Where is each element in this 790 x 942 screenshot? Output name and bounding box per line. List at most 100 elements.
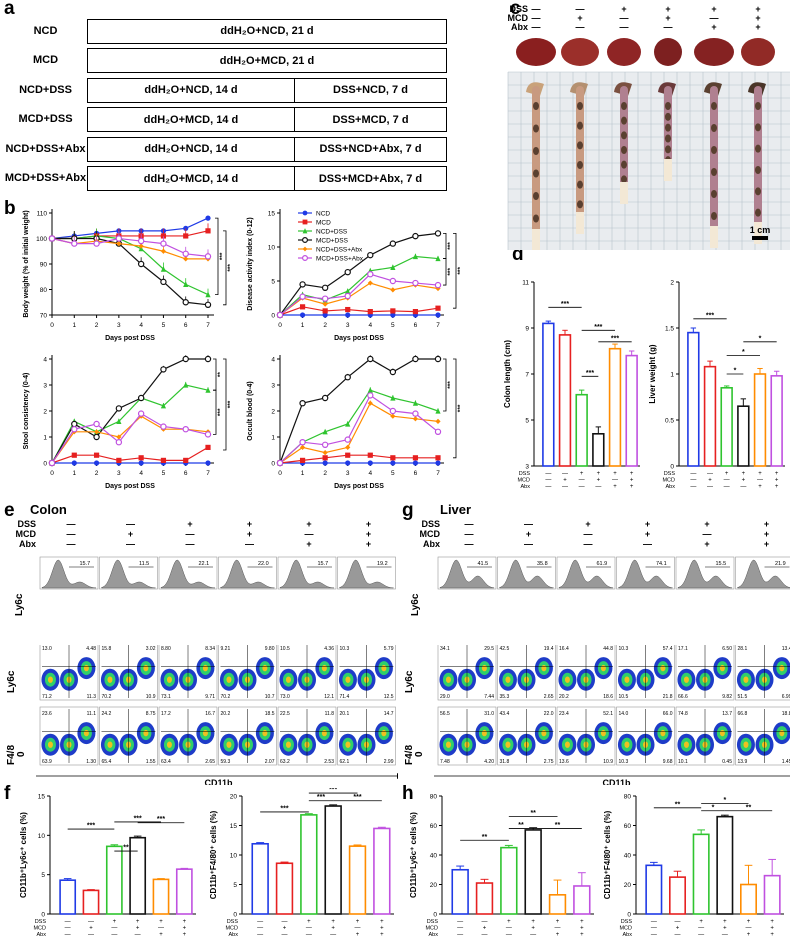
- x-tick-label: 3: [346, 470, 350, 477]
- treat-sign: +: [775, 471, 779, 477]
- stool-pellet: [533, 214, 539, 223]
- data-point: [301, 254, 308, 261]
- stool-pellet: [755, 208, 761, 217]
- data-point: [71, 240, 78, 247]
- treat-sign: +: [531, 919, 535, 925]
- flow-row-label: Ly6c: [410, 593, 421, 616]
- table-cell: ddH₂O+MCD, 21 d: [219, 54, 315, 67]
- y-tick-label: 4: [43, 357, 47, 364]
- sig-label: ***: [594, 324, 602, 331]
- bar-group: [373, 826, 391, 915]
- bar-group: [59, 878, 77, 915]
- treat-sign: —: [576, 4, 585, 14]
- histogram-curve: [618, 559, 673, 589]
- treat-sign: +: [676, 926, 680, 932]
- quadrant-value: 6.99: [782, 694, 790, 700]
- stool-pellet: [755, 144, 761, 153]
- y-tick-label: 80: [430, 794, 438, 801]
- treat-sign: —: [740, 484, 746, 490]
- density-blob: [107, 676, 113, 683]
- treat-sign: —: [111, 932, 117, 938]
- quadrant-value: 13.7: [722, 711, 732, 717]
- sig-label: ***: [217, 408, 224, 416]
- data-point: [345, 420, 351, 427]
- density-blob: [564, 741, 570, 748]
- treat-sign: +: [725, 471, 729, 477]
- quadrant-value: 7.48: [440, 759, 450, 765]
- treat-name: MCD: [517, 478, 530, 484]
- quadrant-value: 65.4: [102, 759, 112, 765]
- sig-label: ***: [219, 252, 226, 260]
- density-blob: [107, 741, 113, 748]
- treat-sign: —: [305, 529, 314, 539]
- density-blob: [47, 741, 53, 748]
- bar: [175, 868, 193, 915]
- treat-sign: +: [183, 926, 187, 932]
- data-point: [322, 301, 328, 307]
- histogram-value: 15.5: [715, 561, 726, 567]
- treat-sign: +: [775, 478, 779, 484]
- y-tick-label: 40: [430, 853, 438, 860]
- histogram: 11.5: [99, 556, 158, 590]
- treat-sign: —: [532, 4, 541, 14]
- x-tick-label: 1: [72, 322, 76, 329]
- x-tick-label: 1: [301, 322, 305, 329]
- bar-group: [105, 844, 123, 915]
- density-plot: 23.6 11.1 63.9 1.30: [39, 706, 99, 766]
- data-point: [204, 301, 212, 309]
- quadrant-value: 2.65: [205, 759, 215, 765]
- sig-label: ***: [227, 264, 234, 272]
- table-row: NCD+DSS ddH₂O+NCD, 14 d DSS+NCD, 7 d: [4, 75, 447, 105]
- series-line: [51, 446, 209, 464]
- sig-label: ***: [447, 381, 454, 389]
- liver: [561, 38, 599, 66]
- series-line: [51, 217, 209, 240]
- density-plot: 20.2 18.5 59.3 2.07: [218, 706, 277, 766]
- bar-group: [740, 864, 757, 915]
- bar: [300, 814, 318, 915]
- grid-background: [508, 72, 790, 250]
- y-axis-label: Occult blood (0-4): [247, 381, 254, 441]
- treat-sign: —: [579, 478, 585, 484]
- data-point: [345, 452, 351, 458]
- stool-pellet: [577, 200, 583, 209]
- y-tick-label: 2: [271, 409, 275, 416]
- sig-label: *: [734, 368, 737, 375]
- histogram-curve: [220, 559, 275, 589]
- flow-x-arrowhead: [397, 773, 398, 779]
- bar-group: [175, 867, 193, 915]
- data-point: [434, 428, 442, 436]
- treat-sign: +: [483, 926, 487, 932]
- data-point: [367, 452, 373, 458]
- rectum: [576, 212, 584, 234]
- treat-sign: —: [457, 932, 463, 938]
- treat-sign: —: [465, 529, 474, 539]
- histogram-curve: [499, 559, 554, 589]
- table-cell: DSS+NCD+Abx, 7 d: [319, 143, 422, 156]
- legend-label: NCD: [316, 211, 330, 218]
- data-point: [367, 460, 373, 466]
- data-point: [160, 248, 167, 254]
- density-plot: 13.0 4.48 71.2 11.3: [39, 645, 99, 701]
- stool-pellet: [621, 160, 627, 169]
- data-point: [302, 210, 308, 216]
- quadrant-value: 4.20: [484, 759, 494, 765]
- sig-label: *: [712, 804, 715, 811]
- treat-sign: —: [186, 529, 195, 539]
- data-point: [412, 309, 419, 315]
- x-tick-label: 7: [436, 322, 440, 329]
- density-blob: [719, 729, 725, 737]
- density-blob: [624, 741, 630, 748]
- table-group-name: MCD+DSS+Abx: [4, 172, 87, 185]
- treat-sign: —: [643, 539, 652, 549]
- bar: [573, 885, 591, 915]
- treat-sign: +: [770, 926, 774, 932]
- density-blob: [719, 664, 725, 672]
- x-tick-label: 0: [278, 322, 282, 329]
- density-blob: [743, 676, 749, 683]
- liver: [654, 38, 682, 66]
- liver-ly6c-chart: 0 20 40 60 80 CD11b⁺Ly6c⁺ cells (%) ** ** ** ** DS…: [409, 794, 594, 938]
- sig-label: ***: [706, 312, 714, 319]
- treat-sign: +: [775, 484, 779, 490]
- occult-chart: 0 1 2 3 4 0 1 2 3 4 5 6 7 Days post DSS Occult blood (…: [247, 355, 464, 490]
